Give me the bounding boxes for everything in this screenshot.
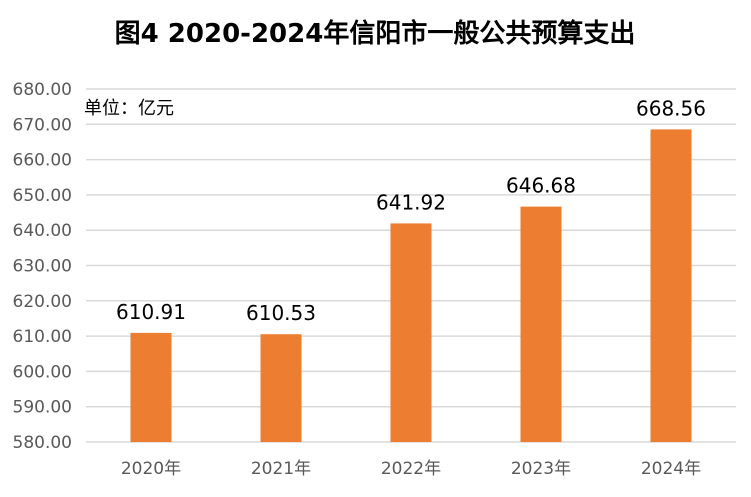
y-tick-label: 620.00	[13, 292, 72, 312]
unit-label: 单位：亿元	[84, 98, 174, 119]
x-tick-label: 2020年	[121, 459, 181, 479]
y-tick-label: 680.00	[13, 80, 72, 100]
bar	[390, 223, 432, 442]
y-tick-label: 660.00	[13, 151, 72, 171]
bar	[650, 129, 692, 443]
y-tick-label: 610.00	[13, 327, 72, 347]
y-tick-label: 580.00	[13, 433, 72, 453]
data-label: 668.56	[636, 96, 706, 120]
bar	[520, 206, 562, 442]
y-tick-label: 640.00	[13, 221, 72, 241]
bar	[130, 332, 172, 442]
y-tick-label: 600.00	[13, 362, 72, 382]
y-axis-ticks: 580.00 590.00 600.00 610.00 620.00 630.00 640.…	[13, 80, 72, 453]
data-labels: 610.91 610.53 641.92 646.68 668.56	[116, 96, 706, 325]
bars	[130, 129, 692, 443]
x-tick-label: 2022年	[381, 459, 441, 479]
chart-title: 图4 2020-2024年信阳市一般公共预算支出	[115, 18, 636, 49]
y-tick-label: 670.00	[13, 115, 72, 135]
y-tick-label: 650.00	[13, 186, 72, 206]
data-label: 610.91	[116, 300, 186, 324]
data-label: 646.68	[506, 174, 576, 198]
data-label: 641.92	[376, 190, 446, 214]
bar	[260, 334, 302, 442]
y-tick-label: 590.00	[13, 398, 72, 418]
x-tick-label: 2024年	[641, 459, 701, 479]
y-tick-label: 630.00	[13, 257, 72, 277]
x-axis-ticks: 2020年 2021年 2022年 2023年 2024年	[121, 459, 701, 479]
data-label: 610.53	[246, 301, 316, 325]
x-tick-label: 2023年	[511, 459, 571, 479]
x-tick-label: 2021年	[251, 459, 311, 479]
